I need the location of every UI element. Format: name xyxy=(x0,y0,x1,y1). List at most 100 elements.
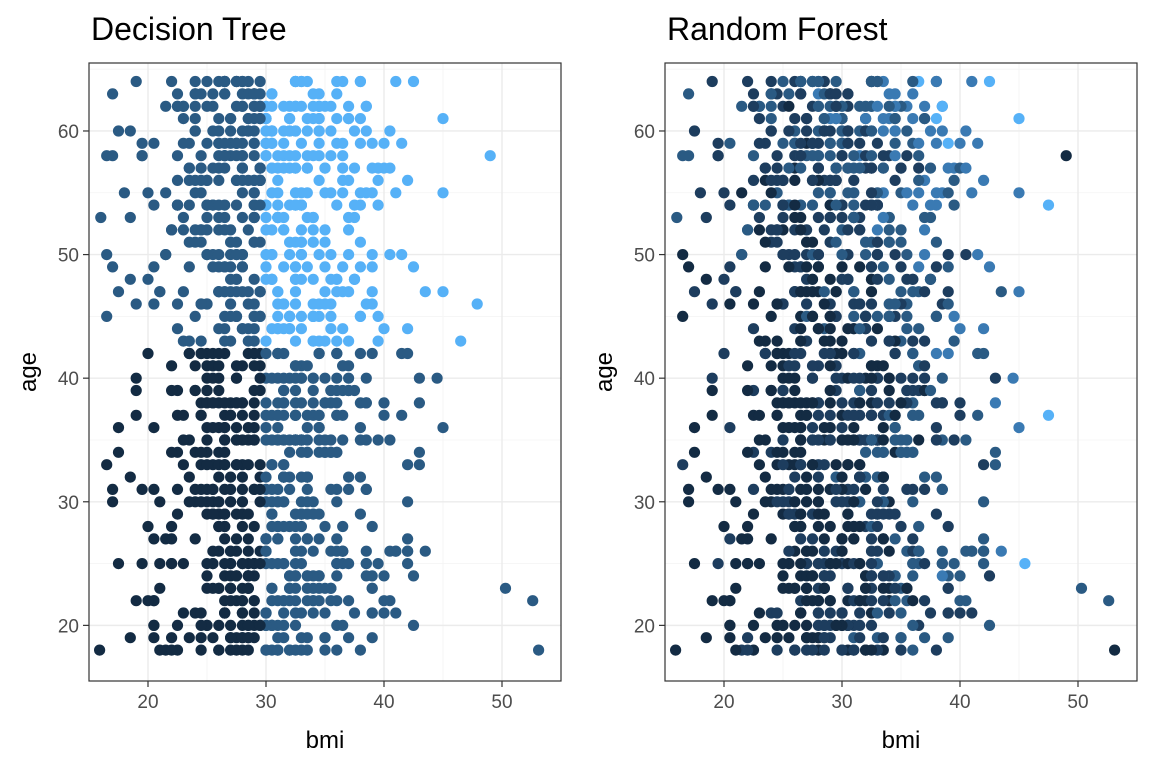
scatter-point xyxy=(836,347,848,360)
scatter-point xyxy=(272,150,284,162)
scatter-point xyxy=(254,483,266,495)
scatter-point xyxy=(242,545,254,557)
scatter-point xyxy=(331,88,343,100)
scatter-point xyxy=(354,310,366,322)
scatter-point xyxy=(753,224,766,236)
scatter-point xyxy=(360,372,372,384)
scatter-point xyxy=(207,162,219,174)
scatter-point xyxy=(942,261,954,273)
scatter-point xyxy=(343,224,355,236)
scatter-point xyxy=(806,644,819,656)
scatter-point xyxy=(354,137,366,149)
scatter-point xyxy=(854,323,866,335)
scatter-point xyxy=(354,261,366,273)
scatter-point xyxy=(366,187,378,199)
scatter-point xyxy=(747,88,760,100)
scatter-point xyxy=(354,113,366,125)
scatter-point xyxy=(307,384,319,397)
scatter-point xyxy=(295,236,307,248)
scatter-point xyxy=(230,533,243,545)
scatter-point xyxy=(812,558,825,570)
scatter-point xyxy=(107,483,119,495)
scatter-point xyxy=(730,286,742,298)
scatter-point xyxy=(842,187,854,199)
scatter-point xyxy=(865,619,878,632)
scatter-point xyxy=(366,347,378,360)
scatter-point xyxy=(112,286,125,298)
scatter-point xyxy=(319,224,331,236)
scatter-point xyxy=(783,397,795,409)
scatter-point xyxy=(289,434,302,446)
scatter-point xyxy=(806,459,819,471)
scatter-point xyxy=(854,100,866,112)
scatter-point xyxy=(824,323,836,335)
scatter-point xyxy=(983,261,996,273)
scatter-point xyxy=(230,236,243,248)
scatter-point xyxy=(824,211,836,224)
scatter-point xyxy=(331,75,343,88)
scatter-point xyxy=(148,483,160,495)
scatter-point xyxy=(854,595,866,607)
scatter-point xyxy=(354,187,366,199)
scatter-point xyxy=(225,595,237,607)
scatter-point xyxy=(883,545,895,557)
scatter-point xyxy=(313,508,325,520)
scatter-point xyxy=(848,422,860,434)
scatter-point xyxy=(183,632,195,644)
scatter-point xyxy=(930,422,943,434)
scatter-point xyxy=(842,88,854,100)
scatter-point xyxy=(948,434,960,446)
scatter-point xyxy=(331,533,343,545)
scatter-point xyxy=(818,508,830,520)
scatter-point xyxy=(777,211,789,224)
scatter-point xyxy=(771,335,783,347)
scatter-point xyxy=(924,211,937,224)
scatter-point xyxy=(337,261,349,273)
scatter-point xyxy=(812,323,825,335)
scatter-point xyxy=(747,100,760,112)
scatter-point xyxy=(877,533,889,545)
scatter-point xyxy=(848,409,860,421)
scatter-point xyxy=(284,582,296,594)
scatter-point xyxy=(242,533,254,545)
scatter-point xyxy=(242,113,254,125)
scatter-point xyxy=(865,372,878,384)
scatter-point xyxy=(213,249,225,261)
scatter-point xyxy=(700,273,712,285)
scatter-point xyxy=(919,286,931,298)
scatter-point xyxy=(842,224,854,236)
scatter-point xyxy=(289,384,302,397)
scatter-point xyxy=(854,261,866,273)
scatter-point xyxy=(936,372,948,384)
scatter-point xyxy=(295,496,307,508)
scatter-point xyxy=(730,496,742,508)
scatter-point xyxy=(889,174,901,186)
scatter-point xyxy=(818,570,830,582)
scatter-point xyxy=(278,323,290,335)
scatter-point xyxy=(966,75,978,88)
scatter-point xyxy=(278,162,290,174)
scatter-point xyxy=(830,286,842,298)
scatter-point xyxy=(818,298,830,310)
scatter-point xyxy=(978,323,990,335)
scatter-point xyxy=(366,582,378,594)
scatter-point xyxy=(289,187,302,199)
scatter-point xyxy=(795,607,807,619)
scatter-point xyxy=(319,372,331,384)
scatter-point xyxy=(201,199,213,211)
scatter-point xyxy=(683,88,695,100)
scatter-point xyxy=(319,162,331,174)
scatter-point xyxy=(136,483,148,495)
scatter-point xyxy=(142,520,154,533)
scatter-point xyxy=(407,619,420,632)
scatter-point xyxy=(671,211,683,224)
scatter-point xyxy=(343,372,355,384)
scatter-point xyxy=(753,409,766,421)
scatter-point xyxy=(230,137,243,149)
scatter-point xyxy=(795,558,807,570)
scatter-point xyxy=(759,347,771,360)
scatter-point xyxy=(242,570,254,582)
scatter-point xyxy=(901,323,913,335)
scatter-point xyxy=(319,644,331,656)
scatter-point xyxy=(854,558,866,570)
